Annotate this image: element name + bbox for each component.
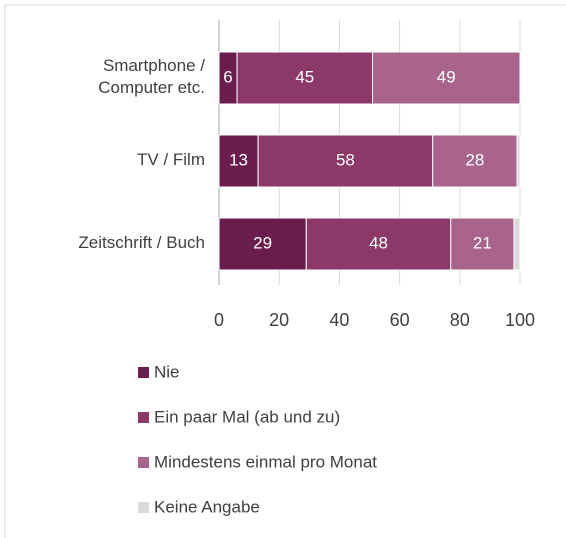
bar-segment (513, 217, 521, 271)
y-tick-label: Smartphone / Computer etc. (98, 56, 205, 97)
x-tick-label: 40 (329, 310, 349, 330)
legend-swatch (138, 367, 149, 378)
bar-segment (236, 51, 374, 105)
y-tick-label: TV / Film (137, 150, 205, 169)
x-tick-label: 100 (505, 310, 535, 330)
data-label: 48 (369, 233, 388, 252)
legend-swatch (138, 457, 149, 468)
data-label: 58 (336, 150, 355, 169)
bar-segment (218, 217, 307, 271)
bar-segment (257, 134, 434, 188)
legend-swatch (138, 502, 149, 513)
legend-label: Nie (154, 362, 180, 381)
frame (4, 4, 566, 538)
data-label: 6 (223, 67, 232, 86)
x-tick-label: 60 (390, 310, 410, 330)
bar-segment (432, 134, 518, 188)
x-tick-label: 20 (269, 310, 289, 330)
bar-segment (516, 134, 521, 188)
y-tick-label: Zeitschrift / Buch (78, 233, 205, 252)
data-label: 29 (253, 233, 272, 252)
y-tick-label-line: TV / Film (137, 150, 205, 169)
bar-segment (305, 217, 452, 271)
data-label: 45 (295, 67, 314, 86)
x-tick-label: 80 (450, 310, 470, 330)
data-label: 49 (437, 67, 456, 86)
y-tick-label-line: Zeitschrift / Buch (78, 233, 205, 252)
legend-label: Keine Angabe (154, 497, 260, 516)
data-label: 13 (229, 150, 248, 169)
x-tick-label: 0 (214, 310, 224, 330)
legend-label: Ein paar Mal (ab und zu) (154, 407, 340, 426)
y-tick-label-line: Computer etc. (98, 78, 205, 97)
legend-label: Mindestens einmal pro Monat (154, 452, 377, 471)
data-label: 28 (465, 150, 484, 169)
data-label: 21 (473, 233, 492, 252)
bar-segment (372, 51, 521, 105)
legend-swatch (138, 412, 149, 423)
y-tick-label-line: Smartphone / (103, 56, 205, 75)
